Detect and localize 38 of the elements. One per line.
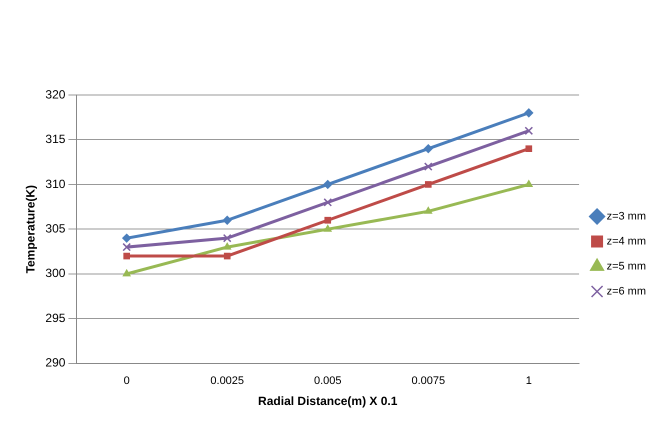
point — [224, 252, 231, 260]
y-tick-label: 320 — [45, 87, 66, 102]
point — [424, 144, 433, 154]
point — [222, 234, 232, 242]
point — [524, 108, 534, 118]
x-tick-label: 0.0075 — [411, 375, 446, 388]
point — [424, 206, 432, 214]
x-tick-label: 0 — [124, 375, 130, 388]
point — [524, 180, 533, 187]
y-axis-title: Temperature(K) — [24, 184, 38, 274]
legend-label: z=4 mm — [606, 236, 646, 248]
y-tick-label: 300 — [45, 266, 66, 280]
x-tick-label: 0.0025 — [210, 375, 244, 388]
legend-label: z=3 mm — [606, 210, 646, 223]
x-tick-label: 0.005 — [314, 375, 342, 388]
point — [222, 216, 232, 225]
y-tick-label: 295 — [45, 310, 66, 325]
point — [122, 242, 131, 252]
point — [323, 180, 332, 189]
point — [424, 181, 432, 188]
y-tick-label: 315 — [45, 132, 66, 146]
legend-label: z=5 mm — [606, 260, 646, 273]
point — [122, 234, 132, 243]
x-axis-title: Radial Distance(m) X 0.1 — [258, 394, 398, 408]
y-tick-label: 310 — [45, 176, 66, 191]
y-tick-label: 290 — [45, 356, 66, 370]
point — [123, 252, 130, 260]
point — [323, 198, 332, 207]
legend-label: z=6 mm — [606, 286, 646, 298]
point — [223, 242, 232, 250]
point — [525, 145, 532, 152]
point — [324, 224, 332, 232]
point — [424, 162, 433, 171]
point — [122, 269, 131, 276]
x-tick-label: 1 — [526, 375, 532, 388]
point — [324, 216, 332, 224]
point — [524, 126, 534, 136]
y-tick-label: 305 — [45, 222, 66, 236]
